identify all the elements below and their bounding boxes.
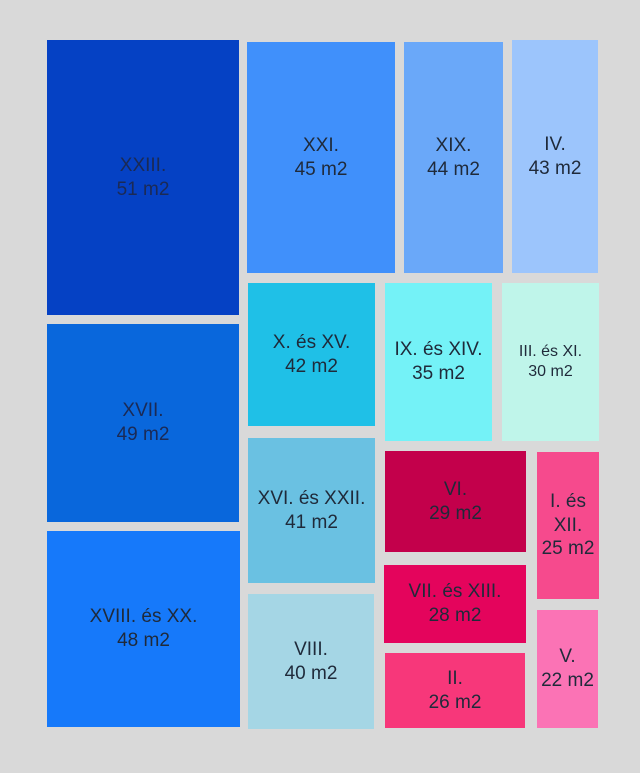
room-area: 25 m2 xyxy=(541,538,595,560)
room-name: VII. és XIII. xyxy=(408,581,502,603)
room-area: 35 m2 xyxy=(412,363,465,384)
room-name: IV. xyxy=(544,133,566,155)
room-name: II. xyxy=(447,667,463,689)
room-name: V. xyxy=(559,646,576,668)
room-name: XVI. és XXII. xyxy=(257,487,366,509)
room-tile-r6: VI. 29 m2 xyxy=(385,451,526,552)
room-tile-r2: II. 26 m2 xyxy=(385,653,525,728)
room-name: XIX. xyxy=(435,134,472,156)
room-tile-r17: XVII. 49 m2 xyxy=(47,324,239,522)
room-tile-r3: III. és XI. 30 m2 xyxy=(502,283,599,441)
room-tile-r1: I. és XII. 25 m2 xyxy=(537,452,599,599)
room-area: 51 m2 xyxy=(116,178,170,200)
room-tile-r4: IV. 43 m2 xyxy=(512,40,598,273)
room-area: 22 m2 xyxy=(541,670,594,691)
room-name: VIII. xyxy=(294,638,328,660)
room-area: 49 m2 xyxy=(116,424,170,445)
room-tile-r23: XXIII. 51 m2 xyxy=(47,40,239,315)
room-name: XXI. xyxy=(303,134,339,156)
room-area: 40 m2 xyxy=(284,662,338,684)
room-area: 42 m2 xyxy=(285,355,338,377)
room-area: 48 m2 xyxy=(117,630,170,651)
room-name: XXIII. xyxy=(119,154,167,176)
room-area: 30 m2 xyxy=(528,363,573,380)
room-tile-r10: X. és XV. 42 m2 xyxy=(248,283,375,426)
room-tile-r18: XVIII. és XX. 48 m2 xyxy=(47,531,240,727)
room-tile-r16: XVI. és XXII. 41 m2 xyxy=(248,438,375,583)
room-area: 45 m2 xyxy=(294,158,348,180)
room-tile-r9: IX. és XIV. 35 m2 xyxy=(385,283,492,441)
room-tile-r19: XIX. 44 m2 xyxy=(404,42,503,273)
room-area: 26 m2 xyxy=(428,691,482,713)
room-name: X. és XV. xyxy=(272,331,351,353)
room-name: IX. és XIV. xyxy=(394,339,483,361)
room-area: 41 m2 xyxy=(285,511,338,533)
room-name: XVII. xyxy=(122,400,164,422)
room-name: III. és XI. xyxy=(518,343,583,360)
room-tile-r21: XXI. 45 m2 xyxy=(247,42,395,273)
room-tile-r7: VII. és XIII. 28 m2 xyxy=(384,565,526,643)
room-name: I. és XII. xyxy=(550,490,586,536)
room-name: VI. xyxy=(443,478,468,500)
room-area: 43 m2 xyxy=(528,157,582,179)
room-area: 44 m2 xyxy=(427,158,480,180)
room-area: 29 m2 xyxy=(429,502,482,524)
room-tile-r8: VIII. 40 m2 xyxy=(248,594,374,729)
room-name: XVIII. és XX. xyxy=(89,606,198,628)
room-tile-r5: V. 22 m2 xyxy=(537,610,598,728)
room-area: 28 m2 xyxy=(428,605,482,626)
